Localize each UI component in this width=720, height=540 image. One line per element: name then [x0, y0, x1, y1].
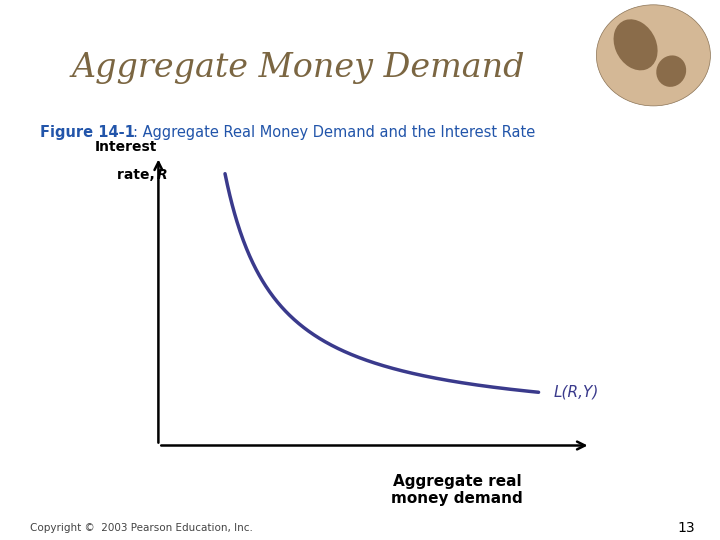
Text: Interest: Interest — [95, 140, 157, 154]
Text: rate,: rate, — [117, 168, 159, 183]
Ellipse shape — [613, 19, 657, 70]
Text: L(R,Y): L(R,Y) — [554, 385, 599, 400]
Text: Aggregate Money Demand: Aggregate Money Demand — [72, 51, 526, 84]
Text: : Aggregate Real Money Demand and the Interest Rate: : Aggregate Real Money Demand and the In… — [133, 125, 536, 140]
Text: Aggregate real: Aggregate real — [393, 474, 521, 489]
Text: R: R — [157, 168, 168, 183]
Text: Figure 14-1: Figure 14-1 — [40, 125, 135, 140]
Circle shape — [596, 5, 711, 106]
Text: Copyright ©  2003 Pearson Education, Inc.: Copyright © 2003 Pearson Education, Inc. — [30, 523, 253, 533]
Text: 13: 13 — [678, 521, 695, 535]
Text: money demand: money demand — [392, 491, 523, 506]
Ellipse shape — [656, 56, 686, 87]
